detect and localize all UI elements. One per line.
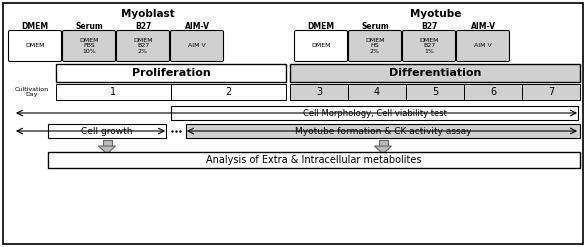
Bar bbox=[171, 84, 286, 100]
Polygon shape bbox=[98, 146, 115, 154]
Bar bbox=[56, 64, 286, 82]
Text: Differentiation: Differentiation bbox=[389, 68, 481, 78]
Bar bbox=[290, 64, 580, 82]
FancyBboxPatch shape bbox=[456, 30, 509, 62]
Text: 7: 7 bbox=[548, 87, 554, 97]
Bar bbox=[464, 84, 522, 100]
Bar bbox=[171, 106, 578, 120]
Text: AIM V: AIM V bbox=[188, 43, 206, 48]
Text: 4: 4 bbox=[374, 87, 380, 97]
Text: DMEM: DMEM bbox=[25, 43, 45, 48]
FancyBboxPatch shape bbox=[403, 30, 455, 62]
FancyBboxPatch shape bbox=[9, 30, 62, 62]
Text: 5: 5 bbox=[432, 87, 438, 97]
Text: B27: B27 bbox=[135, 22, 151, 32]
Bar bbox=[348, 84, 406, 100]
Text: 2: 2 bbox=[226, 87, 231, 97]
Bar bbox=[379, 140, 387, 146]
Text: Cell growth: Cell growth bbox=[81, 126, 133, 136]
Text: Serum: Serum bbox=[361, 22, 389, 32]
FancyBboxPatch shape bbox=[171, 30, 223, 62]
Text: Myoblast: Myoblast bbox=[121, 9, 175, 19]
Text: Myotube: Myotube bbox=[410, 9, 462, 19]
FancyBboxPatch shape bbox=[295, 30, 347, 62]
Text: DMEM: DMEM bbox=[311, 43, 331, 48]
Text: Serum: Serum bbox=[75, 22, 103, 32]
Text: 3: 3 bbox=[316, 87, 322, 97]
Bar bbox=[56, 84, 171, 100]
Text: DMEM
FBS
10%: DMEM FBS 10% bbox=[79, 38, 99, 54]
Text: DMEM
HS
2%: DMEM HS 2% bbox=[365, 38, 385, 54]
Bar bbox=[406, 84, 464, 100]
Text: Proliferation: Proliferation bbox=[132, 68, 210, 78]
Bar bbox=[48, 124, 166, 138]
Bar bbox=[522, 84, 580, 100]
Text: B27: B27 bbox=[421, 22, 437, 32]
FancyBboxPatch shape bbox=[349, 30, 401, 62]
Polygon shape bbox=[374, 146, 391, 154]
FancyBboxPatch shape bbox=[117, 30, 169, 62]
Text: AIM V: AIM V bbox=[474, 43, 492, 48]
Bar bbox=[290, 84, 348, 100]
Text: DMEM: DMEM bbox=[22, 22, 49, 32]
Bar bbox=[48, 152, 580, 168]
Text: DMEM: DMEM bbox=[308, 22, 335, 32]
Text: Myotube formation & CK activity assay: Myotube formation & CK activity assay bbox=[295, 126, 471, 136]
Text: Cell Morphology, Cell viability test: Cell Morphology, Cell viability test bbox=[302, 108, 447, 118]
Text: Cultivation
Day: Cultivation Day bbox=[15, 87, 49, 97]
Text: AIM-V: AIM-V bbox=[185, 22, 210, 32]
Text: 6: 6 bbox=[490, 87, 496, 97]
Text: DMEM
B27
1%: DMEM B27 1% bbox=[419, 38, 439, 54]
Bar bbox=[103, 140, 111, 146]
Text: 1: 1 bbox=[110, 87, 117, 97]
Text: AIM-V: AIM-V bbox=[471, 22, 496, 32]
Text: Analysis of Extra & Intracellular metabolites: Analysis of Extra & Intracellular metabo… bbox=[206, 155, 422, 165]
FancyBboxPatch shape bbox=[63, 30, 115, 62]
Bar bbox=[186, 124, 580, 138]
Text: DMEM
B27
2%: DMEM B27 2% bbox=[133, 38, 153, 54]
